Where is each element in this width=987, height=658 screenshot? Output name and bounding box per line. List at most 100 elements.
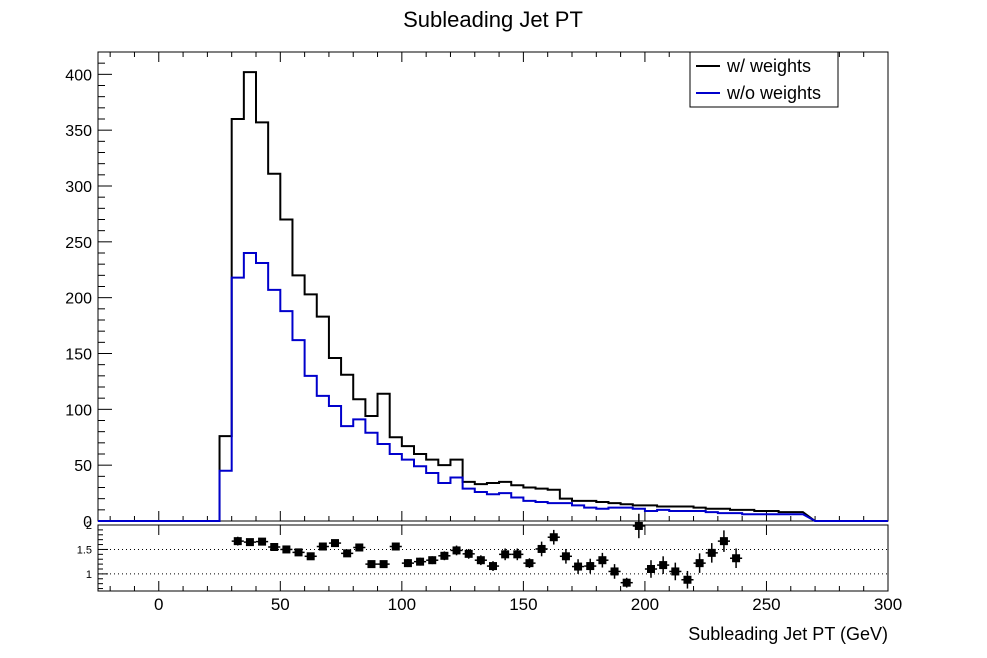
ratio-point	[572, 559, 585, 574]
ratio-point	[231, 536, 244, 546]
ratio-point	[535, 541, 548, 557]
ratio-point	[730, 548, 743, 569]
ratio-marker	[331, 539, 339, 548]
ratio-points	[231, 513, 743, 589]
x-tick-label: 150	[509, 595, 537, 614]
ratio-marker	[343, 549, 352, 558]
upper-plot-frame	[97, 51, 889, 522]
ratio-point	[657, 556, 670, 574]
ratio-marker	[561, 552, 570, 561]
ratio-point	[523, 558, 536, 569]
ratio-point	[328, 539, 342, 548]
ratio-marker	[525, 559, 534, 568]
ratio-point	[474, 555, 487, 566]
ratio-marker	[671, 567, 680, 576]
ratio-point	[644, 560, 658, 578]
legend: w/ weights w/o weights	[689, 51, 839, 108]
ratio-marker	[355, 543, 364, 552]
ratio-marker	[391, 542, 400, 551]
ratio-y-tick-label: 1	[86, 569, 92, 581]
ratio-point	[632, 513, 645, 539]
x-tick-label: 300	[874, 595, 902, 614]
ratio-point	[389, 542, 402, 551]
y-tick-label: 0	[83, 514, 92, 531]
y-tick-label: 50	[74, 458, 92, 475]
ratio-point	[268, 543, 281, 551]
ratio-plot-frame	[97, 524, 889, 592]
ratio-point	[316, 542, 329, 551]
ratio-marker	[258, 537, 267, 546]
ratio-marker	[683, 575, 692, 584]
ratio-marker	[428, 556, 437, 565]
ratio-marker	[452, 546, 461, 555]
ratio-marker	[282, 545, 291, 554]
ratio-marker	[270, 543, 279, 551]
ratio-marker	[732, 554, 741, 563]
ratio-point	[280, 545, 293, 554]
ratio-point	[681, 570, 694, 589]
legend-box	[689, 51, 839, 108]
ratio-marker	[513, 550, 522, 559]
ratio-point	[499, 548, 512, 561]
chart-title: Subleading Jet PT	[403, 7, 583, 32]
ratio-marker	[306, 552, 315, 561]
y-tick-label: 300	[65, 179, 92, 196]
ratio-point	[438, 551, 451, 561]
ratio-point	[693, 553, 706, 573]
ratio-point	[717, 530, 730, 552]
ratio-marker	[586, 562, 595, 571]
ratio-marker	[403, 559, 412, 568]
ratio-point	[547, 529, 560, 545]
y-tick-label: 100	[65, 402, 92, 419]
ratio-marker	[647, 565, 655, 573]
ratio-point	[705, 543, 718, 563]
ratio-point	[292, 548, 305, 557]
ratio-point	[486, 561, 500, 571]
ratio-point	[669, 562, 682, 581]
ratio-point	[511, 548, 524, 561]
y-tick-label: 350	[65, 123, 92, 140]
y-tick-label: 250	[65, 235, 92, 252]
ratio-y-tick-label: 1.5	[77, 544, 92, 556]
ratio-point	[426, 556, 439, 565]
legend-label-wo-weights: w/o weights	[726, 83, 821, 103]
ratio-point	[377, 560, 390, 569]
ratio-marker	[574, 562, 583, 571]
x-tick-label: 50	[271, 595, 290, 614]
ratio-marker	[476, 556, 485, 565]
ratio-marker	[610, 567, 619, 576]
upper-y-axis: 0 50 100 150 200 250 300 350 400	[65, 52, 889, 531]
ratio-point	[256, 537, 269, 546]
x-tick-label: 250	[752, 595, 780, 614]
ratio-marker	[549, 533, 558, 542]
ratio-marker	[719, 537, 728, 546]
ratio-marker	[440, 551, 449, 560]
ratio-marker	[622, 578, 631, 587]
ratio-marker	[318, 542, 327, 551]
x-tick-label: 200	[631, 595, 659, 614]
histogram-line-w-weights	[98, 71, 888, 522]
ratio-axes: 1 1.5 2 0 50 100 150 200 250 300	[77, 520, 902, 614]
ratio-marker	[233, 537, 242, 546]
ratio-point	[365, 560, 378, 569]
y-tick-label: 150	[65, 347, 92, 364]
ratio-point	[304, 552, 317, 561]
ratio-point	[450, 545, 463, 556]
x-axis-label: Subleading Jet PT (GeV)	[688, 624, 888, 644]
ratio-marker	[659, 561, 668, 570]
ratio-marker	[501, 550, 510, 559]
ratio-point	[584, 558, 597, 574]
ratio-point	[596, 552, 609, 568]
ratio-marker	[707, 548, 716, 557]
ratio-marker	[464, 549, 473, 558]
ratio-marker	[695, 559, 704, 568]
ratio-point	[414, 557, 427, 566]
ratio-marker	[367, 560, 376, 569]
histogram-line-w-o-weights	[98, 252, 888, 522]
ratio-marker	[294, 548, 303, 557]
y-tick-label: 400	[65, 67, 92, 84]
ratio-point	[341, 549, 354, 558]
ratio-marker	[245, 538, 254, 547]
ratio-marker	[416, 557, 425, 566]
